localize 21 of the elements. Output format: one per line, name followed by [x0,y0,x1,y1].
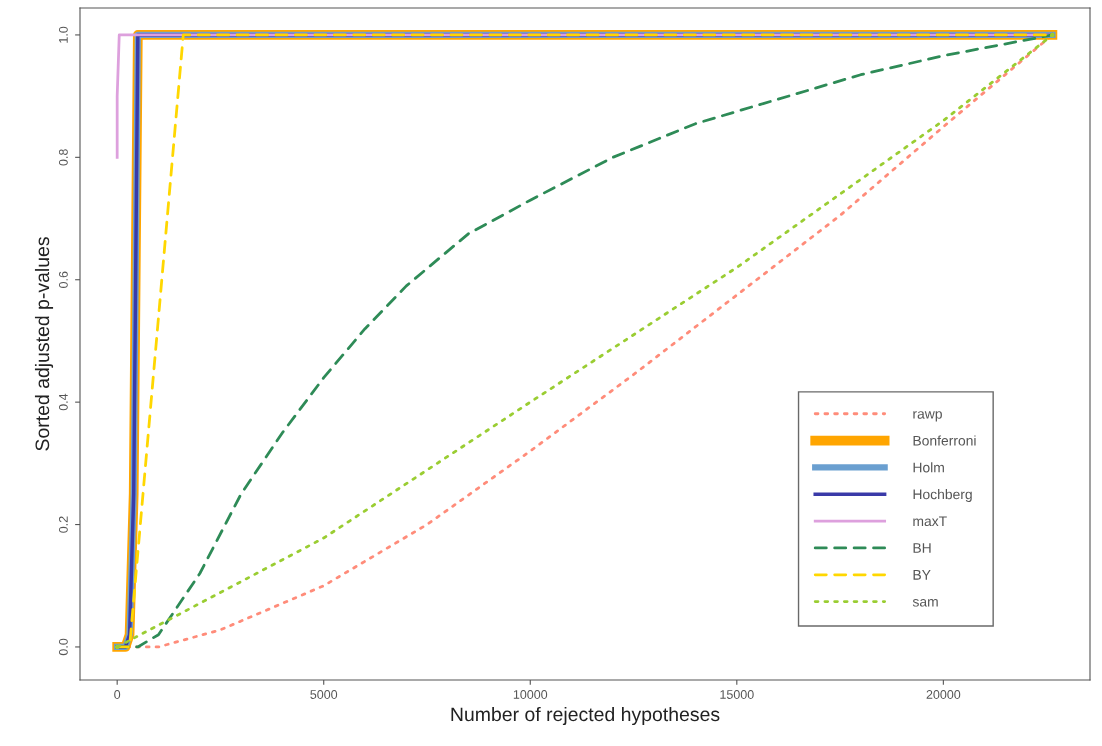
x-tick-label: 15000 [720,690,754,699]
x-tick-label: 0 [114,690,121,699]
y-tick-label: 0.6 [58,271,68,288]
y-tick-label: 0.2 [58,516,68,533]
legend-label: Hochberg [913,489,972,503]
y-tick-label: 0.4 [58,393,68,411]
legend-label: BY [913,570,931,580]
legend-label: Holm [913,462,944,473]
x-axis-title: Number of rejected hypotheses [451,706,720,726]
legend-label: rawp [913,411,942,422]
y-tick-label: 0.8 [58,149,68,166]
x-tick-label: 20000 [926,690,961,699]
legend-label: maxT [913,516,947,527]
legend-label: Bonferroni [913,435,976,446]
y-axis-title: Sorted adjusted p-values [34,237,54,451]
x-tick-label: 5000 [310,690,338,699]
y-tick-label: 0.0 [58,638,68,656]
legend-label: BH [913,543,931,553]
y-tick-label: 1.0 [58,26,68,43]
legend-label: sam [912,598,938,607]
x-tick-label: 10000 [513,690,548,699]
